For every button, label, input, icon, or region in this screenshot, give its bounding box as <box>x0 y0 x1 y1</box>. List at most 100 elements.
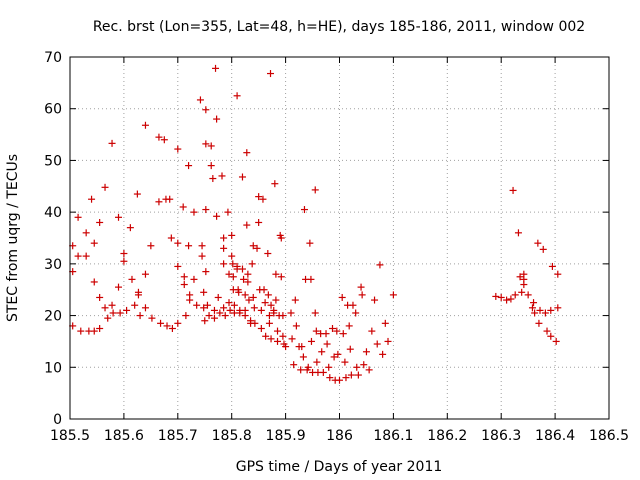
data-point <box>174 319 182 327</box>
y-axis: 0 10 20 30 40 50 60 70 <box>44 50 609 428</box>
data-point <box>547 306 555 314</box>
data-point <box>520 281 528 289</box>
data-point <box>346 345 354 353</box>
data-point <box>250 304 258 312</box>
data-point <box>279 312 287 320</box>
data-point <box>354 371 362 379</box>
data-point <box>311 186 319 194</box>
data-point <box>514 229 522 237</box>
data-point <box>166 195 174 203</box>
data-point <box>507 295 515 303</box>
data-point <box>200 288 208 296</box>
data-point <box>101 183 109 191</box>
data-point <box>238 173 246 181</box>
data-point <box>228 252 236 260</box>
data-point <box>389 291 397 299</box>
y-tick-label: 60 <box>44 102 62 118</box>
data-point <box>339 330 347 338</box>
data-point <box>357 283 365 291</box>
y-tick-label: 30 <box>44 257 62 273</box>
data-point <box>322 330 330 338</box>
data-point <box>224 208 232 216</box>
data-point <box>554 304 562 312</box>
data-point <box>279 332 287 340</box>
data-point <box>306 239 314 247</box>
data-point <box>288 335 296 343</box>
data-point <box>272 296 280 304</box>
data-point <box>541 309 549 317</box>
x-tick-label: 185.5 <box>50 428 90 444</box>
data-point <box>101 304 109 312</box>
data-point <box>531 309 539 317</box>
data-point <box>264 250 272 258</box>
data-point <box>530 299 538 307</box>
data-point <box>77 327 85 335</box>
data-point <box>352 309 360 317</box>
data-point <box>123 306 131 314</box>
data-point <box>207 142 215 150</box>
y-tick-label: 10 <box>44 360 62 376</box>
data-point <box>213 115 221 123</box>
data-point <box>497 293 505 301</box>
data-point <box>297 366 305 374</box>
data-point <box>349 301 357 309</box>
data-point <box>341 358 349 366</box>
data-point <box>230 301 238 309</box>
data-point <box>228 231 236 239</box>
data-point <box>251 319 259 327</box>
data-point <box>115 213 123 221</box>
x-tick-label: 186.3 <box>481 428 521 444</box>
plot-frame <box>69 56 610 420</box>
data-point <box>265 312 273 320</box>
data-point <box>267 335 275 343</box>
x-tick-label: 186 <box>326 428 353 444</box>
x-tick-label: 186.5 <box>589 428 629 444</box>
x-tick-label: 186.1 <box>373 428 413 444</box>
data-point <box>108 139 116 147</box>
data-point <box>236 309 244 317</box>
data-point <box>304 363 312 371</box>
data-point <box>323 340 331 348</box>
data-point <box>267 301 275 309</box>
data-point <box>218 172 226 180</box>
data-point <box>535 319 543 327</box>
data-point <box>233 92 241 100</box>
data-point <box>220 260 228 268</box>
data-point <box>373 340 381 348</box>
data-point <box>190 208 198 216</box>
data-point <box>244 270 252 278</box>
data-point <box>552 337 560 345</box>
data-point <box>243 149 251 157</box>
data-point <box>88 195 96 203</box>
data-point <box>358 291 366 299</box>
data-point <box>141 121 149 129</box>
data-point <box>318 348 326 356</box>
data-point <box>241 291 249 299</box>
data-point <box>245 296 253 304</box>
data-point <box>272 270 280 278</box>
data-point <box>186 296 194 304</box>
data-point <box>174 262 182 270</box>
data-points <box>69 64 562 384</box>
data-point <box>307 275 315 283</box>
data-point <box>185 162 193 170</box>
data-point <box>255 193 263 201</box>
data-point <box>190 275 198 283</box>
data-point <box>274 337 282 345</box>
data-point <box>277 273 285 281</box>
data-point <box>282 343 290 351</box>
x-tick-label: 186.4 <box>535 428 575 444</box>
x-tick-label: 185.9 <box>266 428 306 444</box>
data-point <box>210 314 218 322</box>
data-point <box>547 332 555 340</box>
x-tick-label: 185.7 <box>158 428 198 444</box>
data-point <box>116 309 124 317</box>
x-axis: 185.5 185.6 185.7 185.8 185.9 186 186.1 186.2 18… <box>50 57 629 444</box>
data-point <box>249 293 257 301</box>
data-point <box>319 368 327 376</box>
data-point <box>220 234 228 242</box>
data-point <box>347 371 355 379</box>
data-point <box>179 203 187 211</box>
data-point <box>128 275 136 283</box>
data-point <box>202 206 210 214</box>
